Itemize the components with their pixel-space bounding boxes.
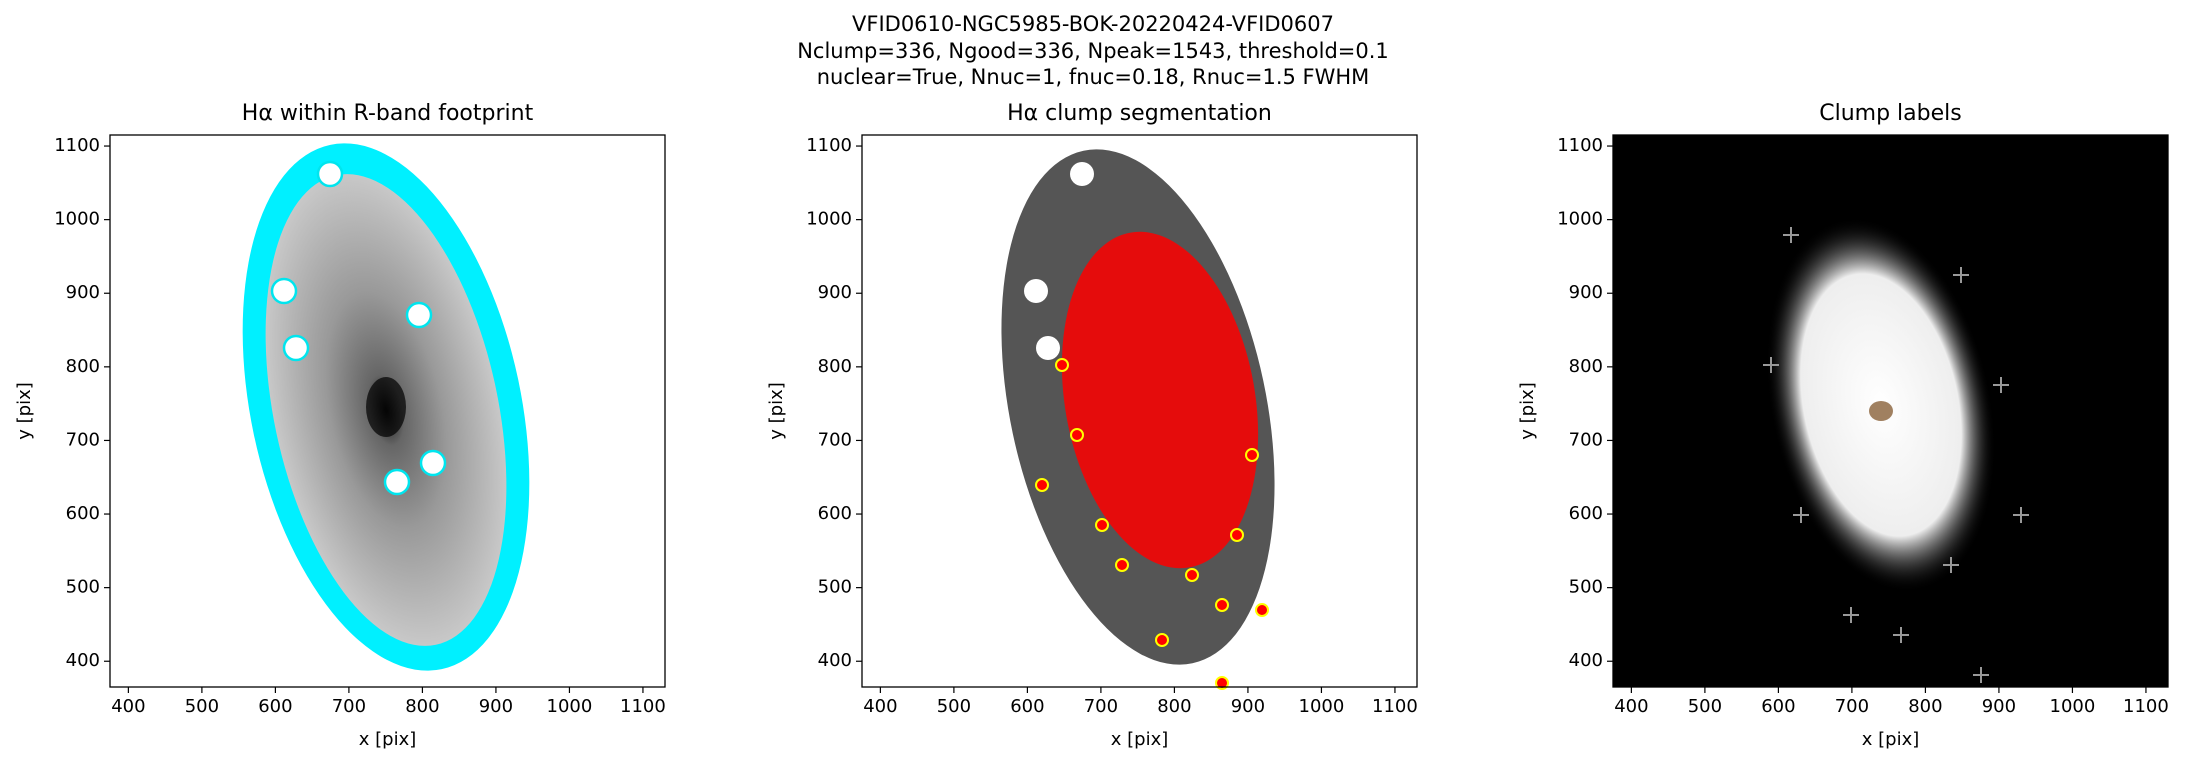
x-tick-label: 500 (185, 696, 219, 717)
x-tick-label: 1100 (2123, 696, 2169, 717)
x-tick-label: 700 (1084, 696, 1118, 717)
y-tick-label: 700 (818, 429, 852, 450)
x-tick-label: 1000 (1299, 696, 1345, 717)
x-tick-label: 700 (332, 696, 366, 717)
y-axis-label: y [pix] (1517, 382, 1538, 440)
y-tick-label: 900 (818, 282, 852, 303)
x-tick-label: 800 (405, 696, 439, 717)
y-axis-label: y [pix] (14, 382, 35, 440)
x-tick-label: 1000 (547, 696, 593, 717)
y-tick-label: 600 (66, 503, 100, 524)
x-tick-label: 600 (258, 696, 292, 717)
x-tick-label: 500 (937, 696, 971, 717)
image-footprint (242, 143, 530, 671)
x-tick-label: 900 (1982, 696, 2016, 717)
y-tick-label: 700 (1569, 429, 1603, 450)
x-tick-label: 400 (1614, 696, 1648, 717)
y-tick-label: 900 (1569, 282, 1603, 303)
axes-title: Hα clump segmentation (1007, 101, 1272, 126)
y-tick-label: 1100 (1557, 135, 1603, 156)
y-tick-label: 500 (66, 577, 100, 598)
y-tick-label: 800 (66, 356, 100, 377)
x-tick-label: 900 (1231, 696, 1265, 717)
x-tick-label: 800 (1157, 696, 1191, 717)
y-tick-label: 600 (818, 503, 852, 524)
x-axis-label: x [pix] (1111, 729, 1169, 750)
figure-title: nuclear=True, Nnuc=1, fnuc=0.18, Rnuc=1.… (817, 65, 1370, 89)
y-tick-label: 400 (1569, 650, 1603, 671)
axes-title: Hα within R-band footprint (242, 101, 534, 126)
x-tick-label: 1100 (620, 696, 666, 717)
x-tick-label: 600 (1761, 696, 1795, 717)
y-tick-label: 1100 (54, 135, 100, 156)
y-tick-label: 700 (66, 429, 100, 450)
y-tick-label: 800 (818, 356, 852, 377)
y-tick-label: 400 (818, 650, 852, 671)
y-tick-label: 1000 (54, 209, 100, 230)
x-axis-label: x [pix] (1862, 729, 1920, 750)
y-tick-label: 600 (1569, 503, 1603, 524)
x-tick-label: 400 (863, 696, 897, 717)
y-tick-label: 500 (818, 577, 852, 598)
x-tick-label: 900 (479, 696, 513, 717)
y-tick-label: 900 (66, 282, 100, 303)
axes-title: Clump labels (1819, 101, 1961, 126)
x-tick-label: 1000 (2050, 696, 2096, 717)
y-tick-label: 1000 (1557, 209, 1603, 230)
y-tick-label: 1000 (806, 209, 852, 230)
x-tick-label: 1100 (1372, 696, 1418, 717)
y-tick-label: 800 (1569, 356, 1603, 377)
axes-frame (1612, 134, 2169, 688)
x-tick-label: 500 (1688, 696, 1722, 717)
x-tick-label: 400 (111, 696, 145, 717)
x-tick-label: 700 (1835, 696, 1869, 717)
x-tick-label: 800 (1908, 696, 1942, 717)
figure-title: Nclump=336, Ngood=336, Npeak=1543, thres… (797, 39, 1389, 63)
axes-frame (109, 134, 666, 688)
y-axis-label: y [pix] (766, 382, 787, 440)
image-segmentation (1001, 149, 1275, 690)
y-tick-label: 500 (1569, 577, 1603, 598)
x-axis-label: x [pix] (359, 729, 417, 750)
y-tick-label: 400 (66, 650, 100, 671)
figure-title: VFID0610-NGC5985-BOK-20220424-VFID0607 (852, 12, 1334, 36)
axes-frame (861, 134, 1418, 688)
x-tick-label: 600 (1010, 696, 1044, 717)
image-labels (1613, 135, 2168, 687)
y-tick-label: 1100 (806, 135, 852, 156)
